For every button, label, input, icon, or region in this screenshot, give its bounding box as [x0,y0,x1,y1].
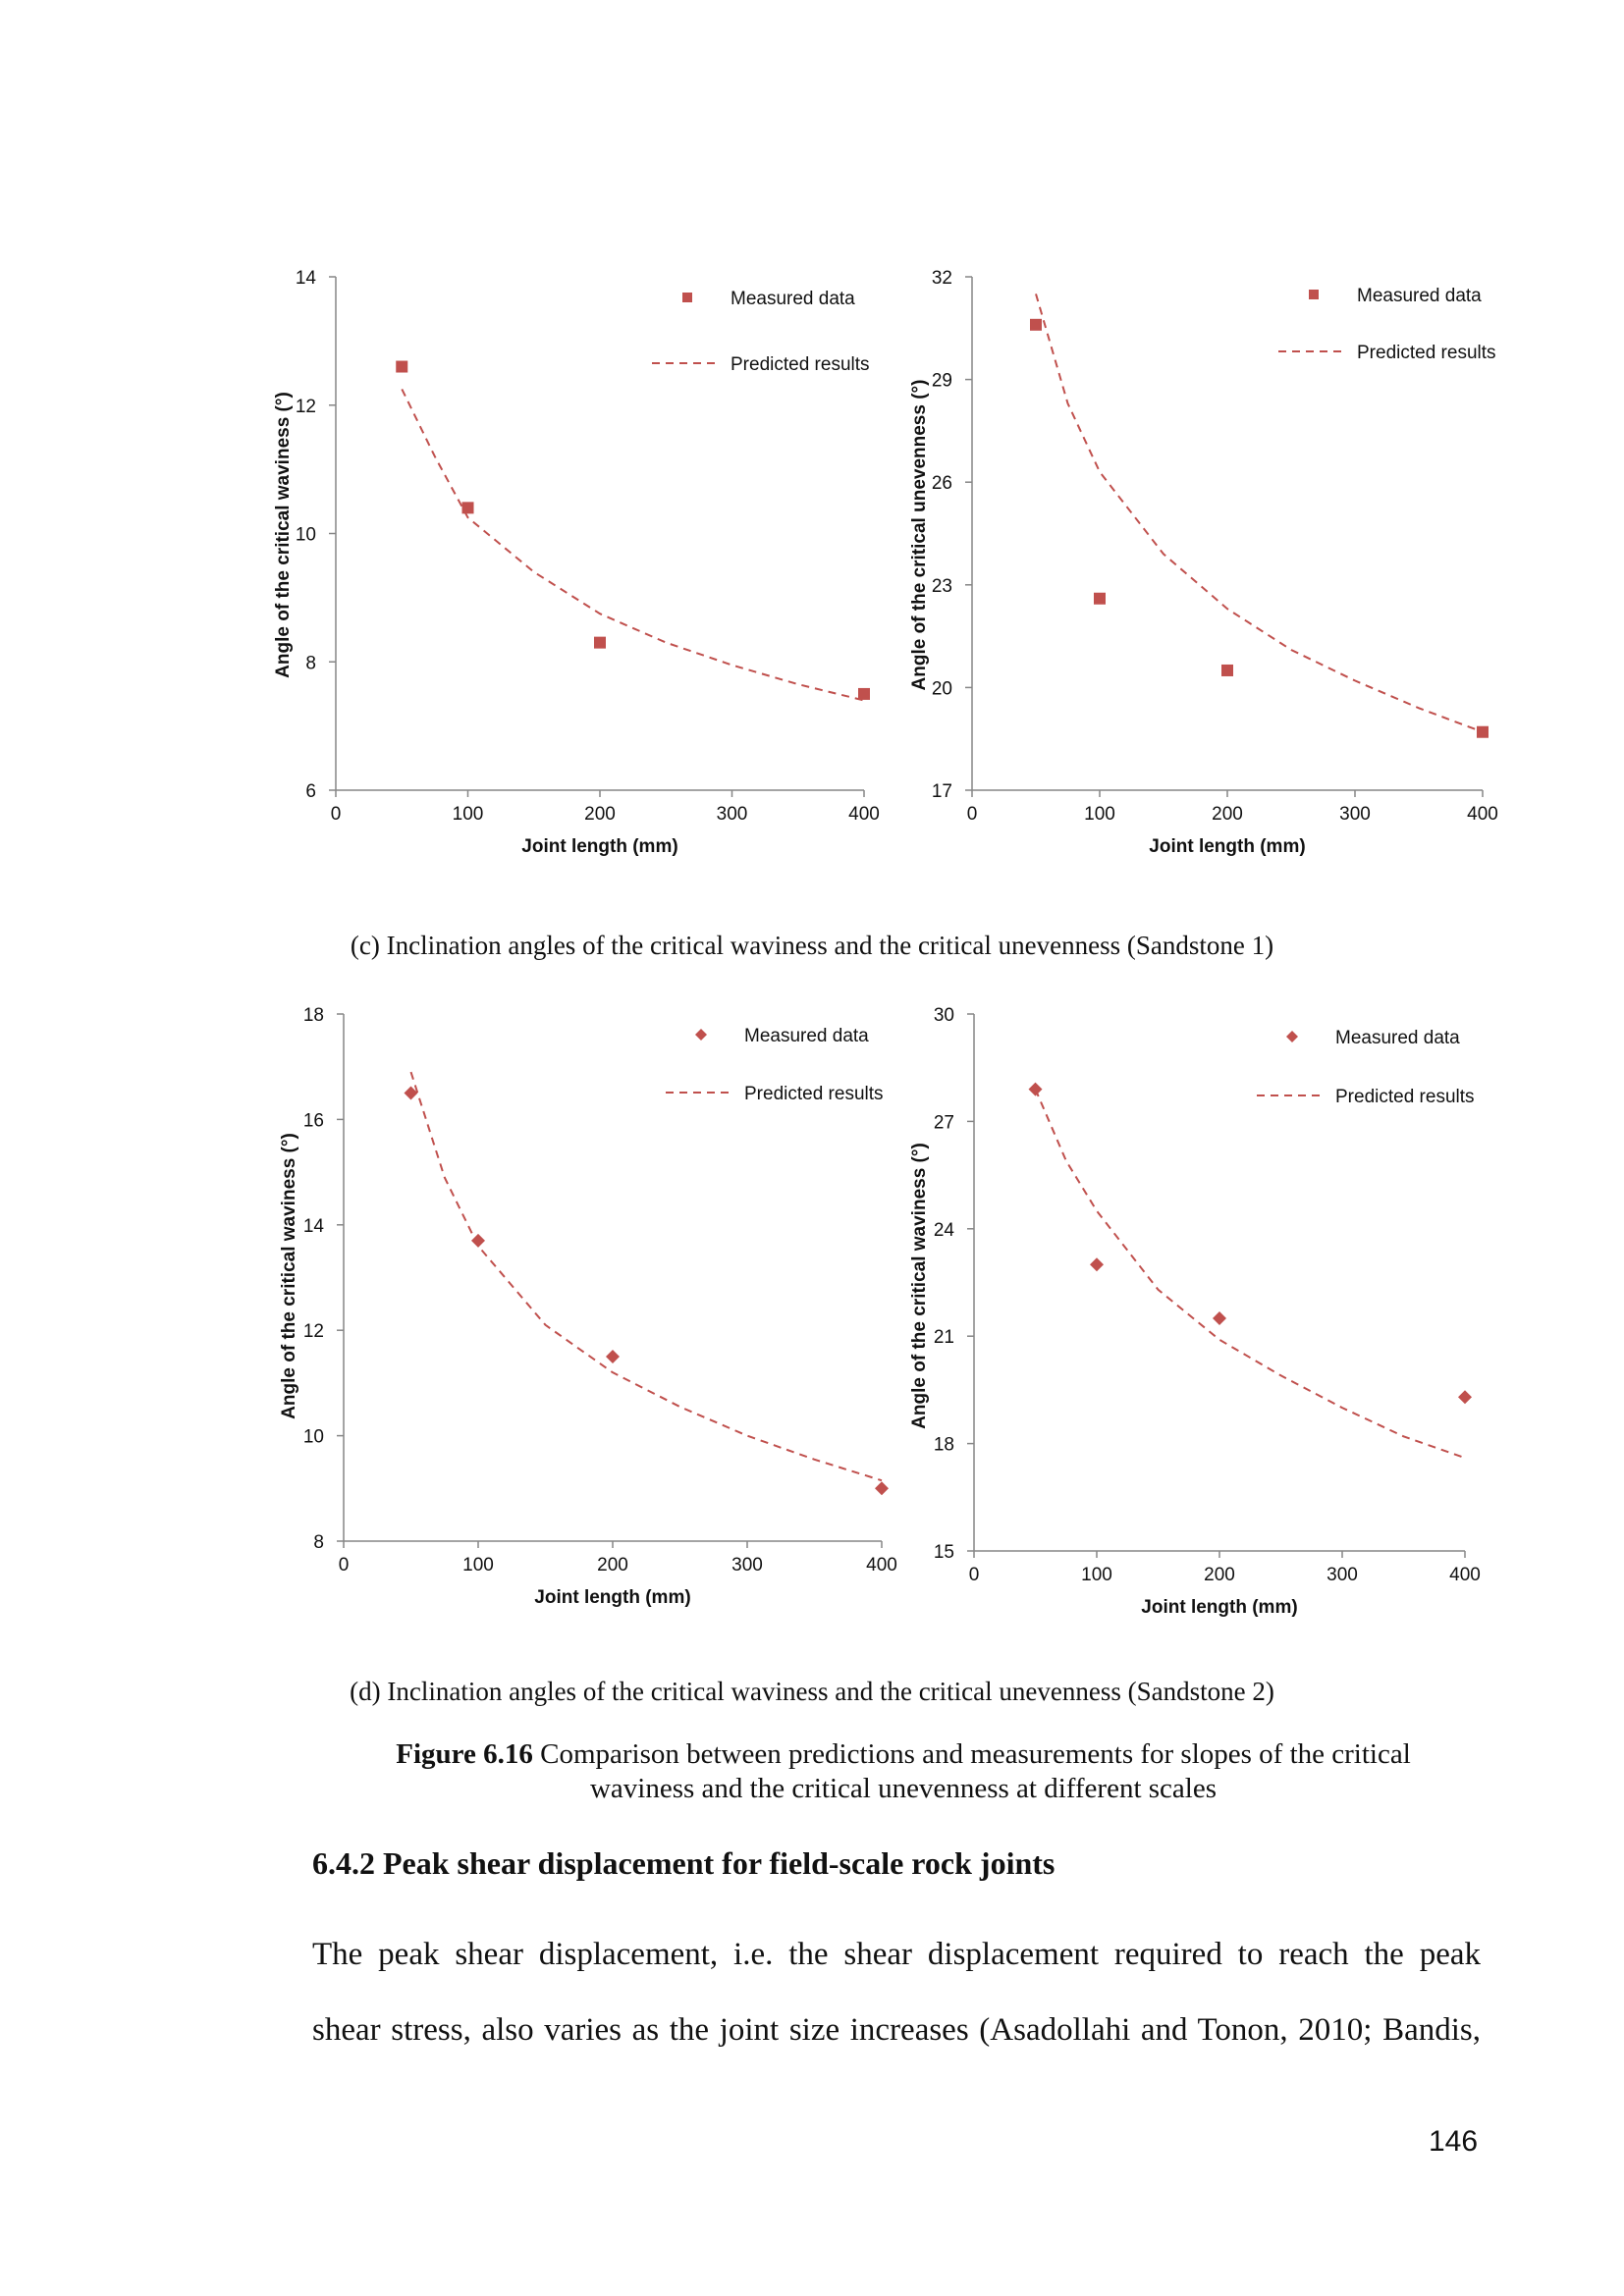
paragraph-line2: shear stress, also varies as the joint s… [312,2012,1481,2048]
y-tick-label: 10 [296,525,316,546]
figure-caption: Figure 6.16 Comparison between predictio… [334,1737,1473,1806]
y-tick-label: 14 [296,268,317,289]
measured-data-point [858,687,870,700]
x-axis-label: Joint length (mm) [521,836,677,857]
page-number: 146 [1429,2125,1479,2158]
y-tick-label: 6 [305,781,316,802]
measured-data-point [396,360,408,373]
figure-label: Figure 6.16 [396,1738,533,1770]
predicted-results-line [401,388,865,702]
y-axis-label: Angle of the critical waviness (°) [273,392,294,678]
y-tick-label: 12 [296,397,316,417]
section-heading: 6.4.2 Peak shear displacement for field-… [312,1845,1056,1881]
measured-data-point [461,502,474,514]
paragraph-line1: The peak shear displacement, i.e. the sh… [312,1937,1481,1972]
x-tick-label: 200 [584,804,616,825]
legend-measured-label: Measured data [731,289,855,309]
caption-c: (c) Inclination angles of the critical w… [350,931,1274,960]
x-tick-label: 400 [848,804,880,825]
x-tick-label: 300 [717,804,748,825]
x-tick-label: 0 [331,804,342,825]
legend-measured-marker [682,293,692,302]
measured-data-point [594,636,606,649]
y-tick-label: 8 [305,653,316,673]
legend-predicted-label: Predicted results [731,354,870,375]
figure-caption-line1: Comparison between predictions and measu… [540,1738,1411,1770]
figure-caption-line2: waviness and the critical unevenness at … [589,1773,1218,1804]
caption-d: (d) Inclination angles of the critical w… [350,1677,1274,1706]
x-tick-label: 100 [453,804,484,825]
